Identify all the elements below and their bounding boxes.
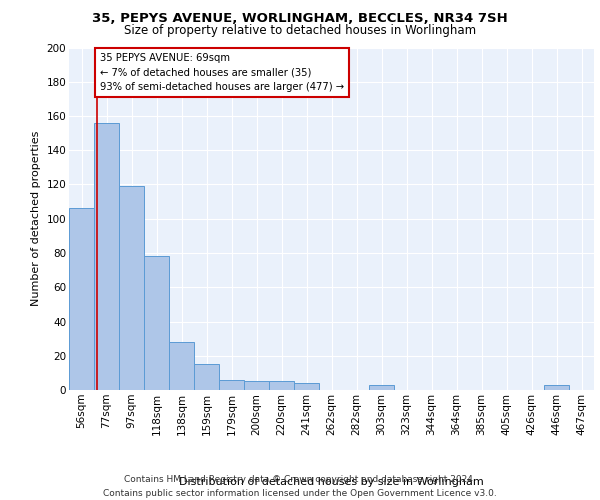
Bar <box>294 383 319 390</box>
Text: Size of property relative to detached houses in Worlingham: Size of property relative to detached ho… <box>124 24 476 37</box>
Bar <box>219 380 244 390</box>
Bar <box>144 256 169 390</box>
Bar <box>244 382 269 390</box>
Bar <box>69 208 94 390</box>
Bar <box>119 186 144 390</box>
Text: 35 PEPYS AVENUE: 69sqm
← 7% of detached houses are smaller (35)
93% of semi-deta: 35 PEPYS AVENUE: 69sqm ← 7% of detached … <box>100 52 344 92</box>
X-axis label: Distribution of detached houses by size in Worlingham: Distribution of detached houses by size … <box>179 476 484 486</box>
Y-axis label: Number of detached properties: Number of detached properties <box>31 131 41 306</box>
Bar <box>194 364 219 390</box>
Bar <box>94 123 119 390</box>
Text: 35, PEPYS AVENUE, WORLINGHAM, BECCLES, NR34 7SH: 35, PEPYS AVENUE, WORLINGHAM, BECCLES, N… <box>92 12 508 26</box>
Bar <box>169 342 194 390</box>
Bar <box>269 382 294 390</box>
Text: Contains HM Land Registry data © Crown copyright and database right 2024.
Contai: Contains HM Land Registry data © Crown c… <box>103 476 497 498</box>
Bar <box>544 385 569 390</box>
Bar <box>369 385 394 390</box>
